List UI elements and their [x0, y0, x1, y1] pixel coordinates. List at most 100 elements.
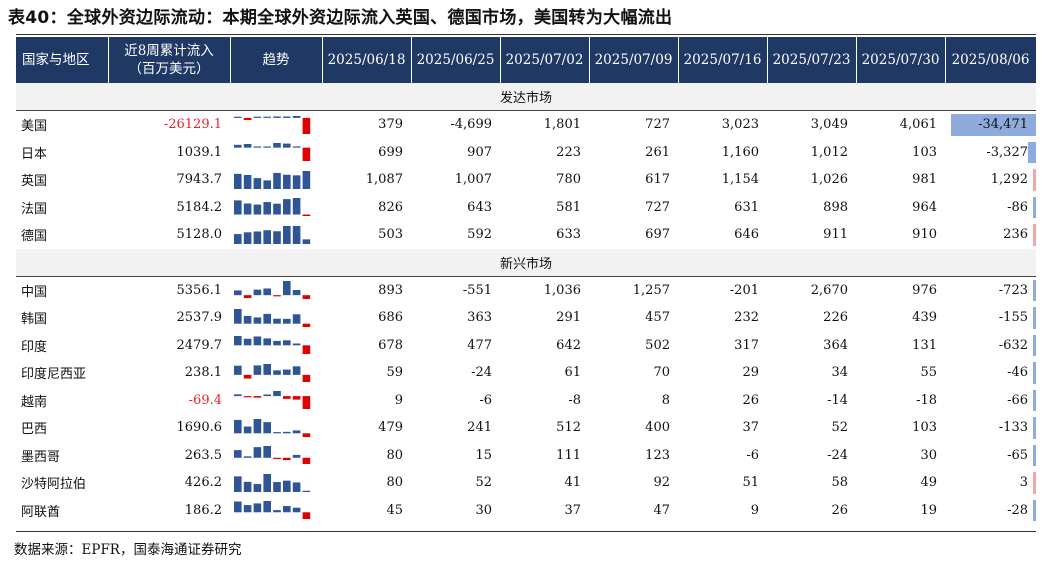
trend-sparkline — [234, 501, 311, 520]
table-row: 印度 2479.7 678 477 642 502 317 364 131 -632 — [16, 332, 1036, 360]
sparkline-bar — [283, 480, 291, 492]
row-country: 韩国 — [21, 312, 48, 328]
sparkline-bar — [273, 481, 281, 492]
row-cumulative-inflow: 263.5 — [184, 447, 222, 463]
row-country: 墨西哥 — [21, 449, 61, 465]
sparkline-bar — [243, 315, 252, 324]
header-inflow: 近8周累计流入 （百万美元） — [108, 37, 231, 83]
row-weekly-flow: -6 — [746, 447, 759, 463]
sparkline-bar — [273, 172, 281, 189]
sparkline-bar — [292, 343, 301, 346]
sparkline-bar — [292, 290, 301, 296]
sparkline-bar — [253, 483, 262, 492]
row-weekly-flow: 1,801 — [543, 117, 581, 133]
latest-flow-databar — [951, 114, 1036, 136]
sparkline-bar — [234, 336, 242, 346]
source-note: 数据来源：EPFR，国泰海通证券研究 — [14, 542, 242, 558]
row-weekly-flow: 30 — [475, 502, 492, 518]
table-row: 日本 1039.1 699 907 223 261 1,160 1,012 103 -3,327 — [16, 139, 1036, 167]
section-label: 新兴市场 — [16, 248, 1036, 277]
row-weekly-flow: 699 — [378, 144, 403, 160]
latest-flow-databar — [1033, 362, 1036, 384]
sparkline-bar — [253, 177, 262, 189]
row-latest-flow: -155 — [945, 304, 1036, 332]
latest-flow-value: 236 — [1003, 227, 1028, 243]
sparkline-bar — [263, 446, 271, 459]
latest-flow-databar — [1033, 472, 1036, 494]
row-country: 中国 — [21, 284, 48, 300]
sparkline-bar — [243, 339, 252, 346]
sparkline-bar — [292, 198, 301, 215]
row-weekly-flow: 58 — [831, 475, 848, 491]
row-country: 印度 — [21, 339, 48, 355]
table-row: 墨西哥 263.5 80 15 111 123 -6 -24 30 -65 — [16, 442, 1036, 470]
row-weekly-flow: 502 — [645, 337, 670, 353]
trend-sparkline-cell — [230, 111, 322, 139]
sparkline-bar — [263, 313, 271, 324]
sparkline-bar — [234, 394, 242, 397]
top-rule — [16, 34, 1036, 35]
bottom-rule — [16, 531, 1036, 532]
row-weekly-flow: 503 — [378, 227, 403, 243]
trend-sparkline-cell — [230, 194, 322, 222]
row-weekly-flow: 2,670 — [810, 282, 848, 298]
row-weekly-flow: 643 — [467, 199, 492, 215]
row-cumulative-inflow: 5356.1 — [176, 282, 223, 298]
sparkline-bar — [292, 314, 301, 324]
row-weekly-flow: -18 — [916, 392, 937, 408]
latest-flow-value: 1,292 — [990, 172, 1028, 188]
trend-sparkline — [234, 198, 311, 217]
trend-sparkline — [234, 418, 311, 437]
sparkline-bar — [283, 116, 291, 118]
latest-flow-databar — [1027, 141, 1036, 163]
header-date: 2025/07/09 — [589, 37, 679, 83]
sparkline-bar — [243, 295, 252, 299]
row-latest-flow: 236 — [945, 221, 1036, 249]
latest-flow-databar — [1033, 417, 1036, 439]
latest-flow-value: -86 — [1007, 199, 1028, 215]
row-weekly-flow: 964 — [912, 199, 937, 215]
row-weekly-flow: 26 — [742, 392, 759, 408]
sparkline-bar — [273, 431, 281, 434]
trend-sparkline-cell — [230, 387, 322, 415]
sparkline-bar — [234, 116, 242, 118]
row-weekly-flow: 52 — [831, 420, 848, 436]
sparkline-bar — [302, 117, 311, 134]
trend-sparkline — [234, 446, 311, 465]
sparkline-bar — [273, 510, 281, 513]
row-weekly-flow: 34 — [831, 365, 848, 381]
sparkline-bar — [243, 426, 252, 434]
table-row: 法国 5184.2 826 643 581 727 631 898 964 -86 — [16, 194, 1036, 222]
sparkline-bar — [243, 456, 252, 459]
row-weekly-flow: 37 — [742, 420, 759, 436]
row-weekly-flow: 976 — [912, 282, 937, 298]
sparkline-bar — [243, 396, 252, 398]
row-weekly-flow: 80 — [386, 475, 403, 491]
header-country: 国家与地区 — [16, 37, 109, 83]
row-weekly-flow: 223 — [556, 144, 581, 160]
sparkline-bar — [243, 117, 252, 120]
row-weekly-flow: 1,036 — [543, 282, 581, 298]
trend-sparkline — [234, 336, 311, 355]
row-weekly-flow: 364 — [823, 337, 848, 353]
row-latest-flow: -133 — [945, 414, 1036, 442]
sparkline-bar — [263, 338, 271, 346]
sparkline-bar — [263, 394, 271, 397]
row-weekly-flow: 131 — [912, 337, 937, 353]
sparkline-bar — [253, 336, 262, 346]
row-weekly-flow: 9 — [750, 502, 759, 518]
sparkline-bar — [302, 323, 311, 327]
sparkline-bar — [234, 145, 242, 148]
row-weekly-flow: 646 — [734, 227, 759, 243]
sparkline-bar — [263, 363, 271, 375]
trend-sparkline — [234, 391, 311, 410]
latest-flow-value: -133 — [998, 420, 1028, 436]
trend-sparkline — [234, 225, 311, 244]
sparkline-bar — [273, 203, 281, 215]
row-weekly-flow: 45 — [386, 502, 403, 518]
row-weekly-flow: -4,699 — [450, 117, 492, 133]
trend-sparkline — [234, 115, 311, 134]
row-latest-flow: -3,327 — [945, 139, 1036, 167]
section-label: 发达市场 — [16, 83, 1036, 111]
header-row: 国家与地区 近8周累计流入 （百万美元） 趋势 2025/06/18 2025/… — [16, 37, 1037, 83]
